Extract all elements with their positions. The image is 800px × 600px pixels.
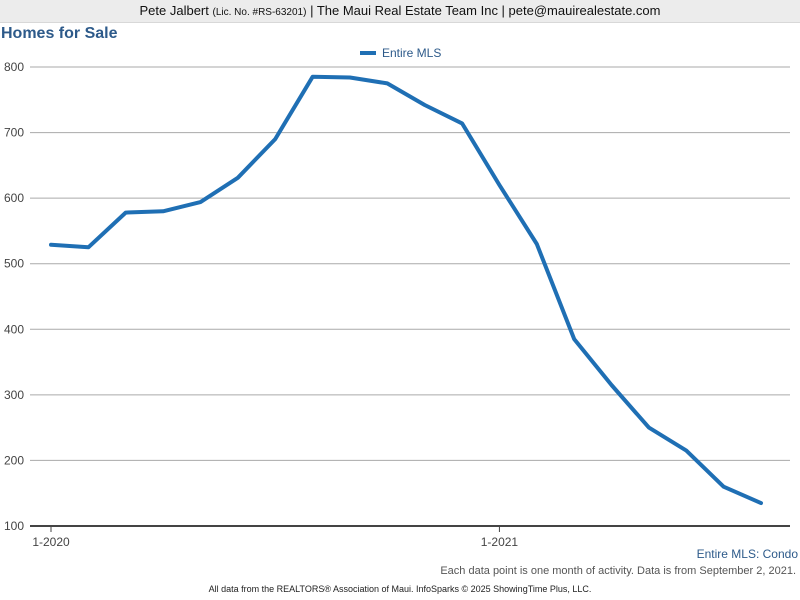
y-tick-label: 800 (4, 60, 24, 74)
y-tick-label: 600 (4, 191, 24, 205)
x-tick-label: 1-2020 (32, 535, 70, 549)
data-point[interactable] (384, 80, 390, 86)
data-point[interactable] (347, 75, 353, 81)
footer-credits: All data from the REALTORS® Association … (208, 584, 592, 594)
data-note: Each data point is one month of activity… (440, 565, 796, 577)
y-tick-label: 500 (4, 257, 24, 271)
y-tick-label: 200 (4, 453, 24, 467)
legend-label: Entire MLS (382, 46, 442, 60)
series-line-0[interactable] (49, 74, 763, 506)
license-number: (Lic. No. #RS-63201) (212, 7, 307, 18)
company-email: | The Maui Real Estate Team Inc | pete@m… (310, 3, 661, 18)
data-point[interactable] (48, 242, 54, 248)
data-point[interactable] (459, 120, 465, 126)
axis-layer: 100 200 300 400 500 600 700 800 1-2020 1-2021 (4, 60, 790, 549)
data-point[interactable] (571, 336, 577, 342)
y-tick-label: 700 (4, 126, 24, 140)
data-point[interactable] (758, 500, 764, 506)
data-point[interactable] (609, 382, 615, 388)
data-point[interactable] (235, 175, 241, 181)
data-point[interactable] (85, 244, 91, 250)
legend-swatch (360, 51, 376, 55)
y-tick-label: 100 (4, 519, 24, 533)
data-point[interactable] (160, 208, 166, 214)
data-point[interactable] (721, 484, 727, 490)
y-tick-label: 300 (4, 388, 24, 402)
data-point[interactable] (534, 241, 540, 247)
x-tick-label: 1-2021 (481, 535, 519, 549)
y-tick-label: 400 (4, 322, 24, 336)
data-point[interactable] (646, 425, 652, 431)
data-point[interactable] (198, 199, 204, 205)
data-point[interactable] (496, 182, 502, 188)
header-bar: Pete Jalbert (Lic. No. #RS-63201) | The … (0, 0, 800, 23)
series-layer (48, 74, 764, 506)
page-title: Homes for Sale (1, 25, 118, 42)
data-point[interactable] (272, 136, 278, 142)
data-point[interactable] (422, 102, 428, 108)
chart-legend[interactable]: Entire MLS (360, 46, 441, 60)
grid-layer (30, 66, 790, 461)
chart-subtitle: Entire MLS: Condo (696, 547, 798, 561)
data-point[interactable] (123, 210, 129, 216)
data-point[interactable] (683, 448, 689, 454)
agent-name: Pete Jalbert (139, 3, 209, 18)
data-point[interactable] (310, 74, 316, 80)
